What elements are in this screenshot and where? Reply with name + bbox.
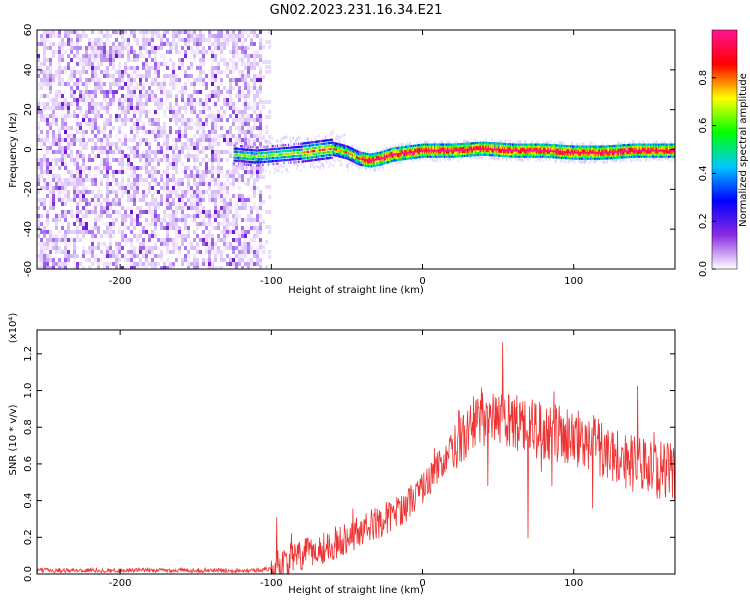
snr-x-label: Height of straight line (km) [288, 585, 424, 596]
y-tick-label: 0.6 [23, 456, 34, 472]
y-tick-label: 0.4 [23, 493, 34, 509]
colorbar: 0.0 0.2 0.4 0.6 0.8 Normalized spectral ampl… [698, 29, 749, 277]
colorbar-label: Normalized spectral amplitude [738, 73, 749, 227]
snr-y-label: SNR (10 * v/v) [8, 404, 19, 475]
snr-y-ticks: 0.0 0.2 0.4 0.6 0.8 1.0 1.2 [23, 346, 675, 582]
y-tick-label: -60 [23, 261, 34, 277]
colorbar-tick-label: 0.2 [698, 213, 709, 229]
snr-frame [36, 329, 676, 575]
spectrogram-x-label: Height of straight line (km) [288, 285, 424, 296]
x-tick-label: -100 [260, 276, 283, 287]
x-tick-label: 100 [564, 578, 583, 589]
x-tick-label: -200 [109, 276, 132, 287]
y-tick-label: 1.2 [23, 346, 34, 362]
colorbar-tick-label: 0.4 [698, 165, 709, 181]
y-tick-label: 0.0 [23, 566, 34, 582]
y-tick-label: 0.8 [23, 419, 34, 435]
y-tick-label: 0 [23, 146, 34, 152]
y-tick-label: 20 [23, 103, 34, 116]
y-tick-label: 60 [23, 24, 34, 37]
spectrogram-heatmap [37, 30, 675, 269]
x-tick-label: 0 [419, 578, 425, 589]
colorbar-tick-label: 0.6 [698, 118, 709, 134]
x-tick-label: 100 [564, 276, 583, 287]
y-tick-label: 40 [23, 63, 34, 76]
spectrogram-y-label: Frequency (Hz) [8, 112, 19, 188]
x-tick-label: -100 [260, 578, 283, 589]
colorbar-frame [711, 29, 738, 270]
y-tick-label: 1.0 [23, 383, 34, 399]
y-tick-label: 0.2 [23, 529, 34, 545]
snr-x-ticks: -200 -100 0 100 [109, 330, 583, 589]
spectrogram-x-ticks: -200 -100 0 100 [109, 30, 583, 287]
snr-series [37, 342, 675, 574]
colorbar-ticks: 0.0 0.2 0.4 0.6 0.8 [698, 70, 716, 277]
colorbar-tick-label: 0.8 [698, 70, 709, 86]
snr-panel: -200 -100 0 100 0.0 0.2 0.4 0.6 0.8 1.0 1.2 Heigh… [8, 313, 676, 596]
snr-y-scale-label: (x10⁴) [8, 313, 19, 344]
y-tick-label: -40 [23, 221, 34, 237]
colorbar-tick-label: 0.0 [698, 261, 709, 277]
spectrogram-y-ticks: -60 -40 -20 0 20 40 60 [23, 24, 675, 277]
snr-line [37, 342, 675, 574]
x-tick-label: -200 [109, 578, 132, 589]
chart-title: GN02.2023.231.16.34.E21 [270, 3, 443, 18]
colorbar-scale [712, 30, 737, 269]
y-tick-label: -20 [23, 181, 34, 197]
x-tick-label: 0 [419, 276, 425, 287]
